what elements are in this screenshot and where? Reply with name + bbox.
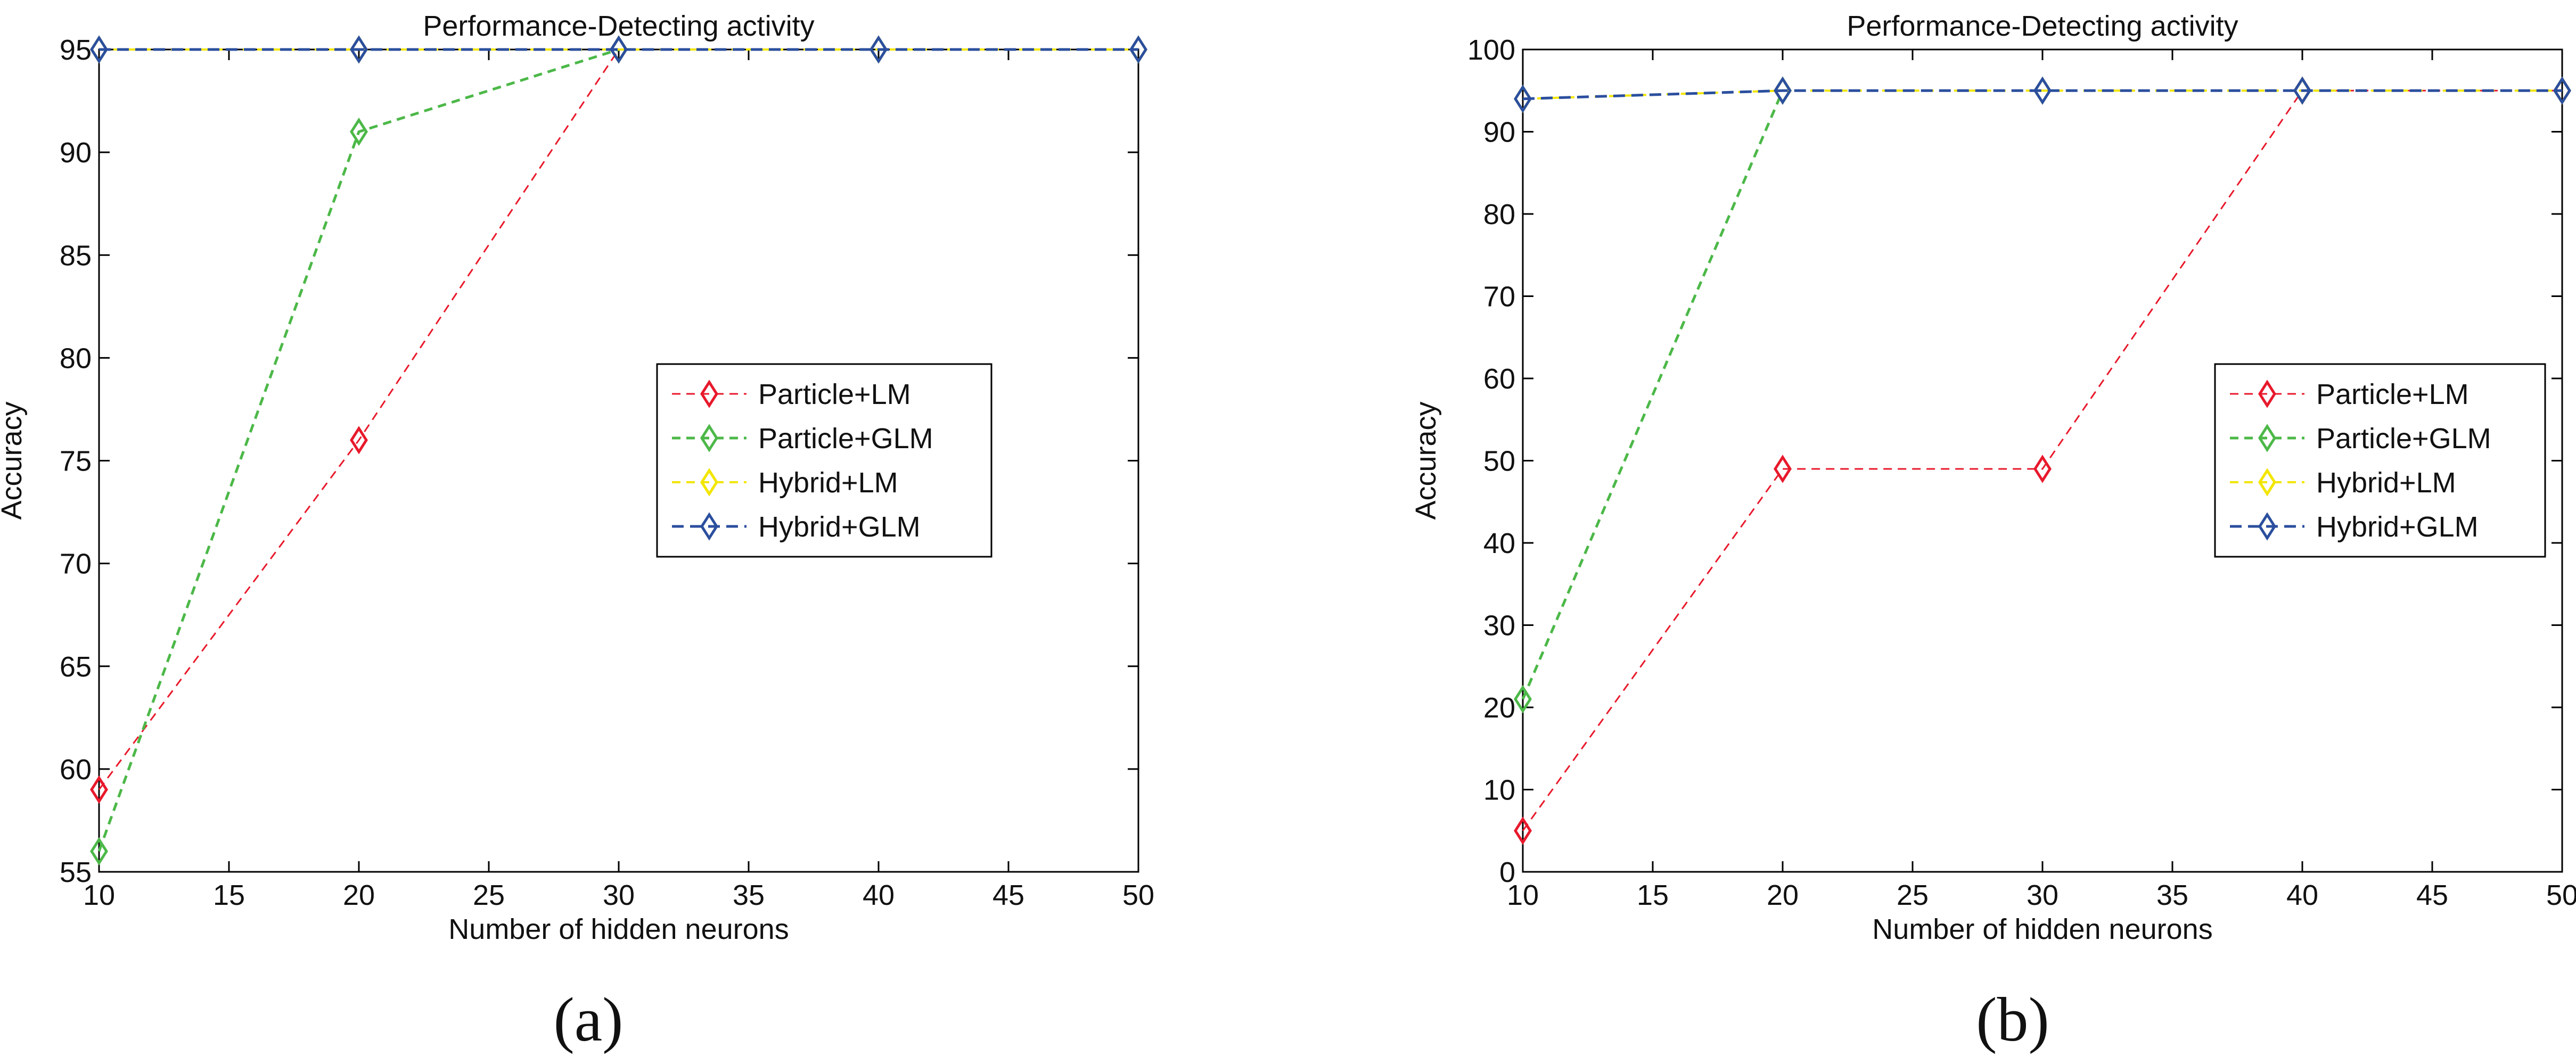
legend-label-a-hybrid-glm: Hybrid+GLM <box>758 511 921 543</box>
legend-label-b-hybrid-glm: Hybrid+GLM <box>2316 511 2479 543</box>
legend-marker-b-hybrid-glm <box>2258 512 2276 541</box>
x-tick-label-a-40: 40 <box>863 879 895 911</box>
x-tick-label-b-30: 30 <box>2027 879 2058 911</box>
y-tick-label-a-65: 65 <box>60 651 92 683</box>
data-point-a-particle-glm-10 <box>90 837 108 866</box>
y-tick-label-b-10: 10 <box>1483 774 1515 806</box>
chart-b: 10 15 20 25 30 35 40 45 500102030405060708090100… <box>1410 10 2576 945</box>
series-line-b-particle-glm <box>1521 90 1784 700</box>
legend-marker-a-particle-lm <box>700 380 718 408</box>
y-tick-label-a-75: 75 <box>60 446 92 477</box>
y-tick-label-b-0: 0 <box>1499 856 1515 888</box>
x-tick-label-b-50: 50 <box>2546 879 2576 911</box>
chart-title-b: Performance-Detecting activity <box>1847 10 2238 42</box>
x-tick-label-b-45: 45 <box>2416 879 2448 911</box>
y-tick-label-b-100: 100 <box>1467 34 1515 66</box>
y-axis-title-a: Accuracy <box>0 401 28 519</box>
y-tick-label-a-55: 55 <box>60 856 92 888</box>
legend-marker-b-hybrid-lm <box>2258 468 2276 497</box>
data-point-b-particle-lm-20 <box>1774 455 1792 483</box>
legend-marker-a-hybrid-glm <box>700 512 718 541</box>
y-tick-label-b-80: 80 <box>1483 199 1515 230</box>
data-point-a-particle-lm-10 <box>90 775 108 804</box>
data-point-b-hybrid-glm-50 <box>2553 76 2571 105</box>
chart-a: 10 15 20 25 30 35 40 45 50556065707580859095Perf… <box>0 10 1154 945</box>
x-tick-label-b-15: 15 <box>1637 879 1669 911</box>
legend-label-a-particle-lm: Particle+LM <box>758 378 911 410</box>
data-point-a-hybrid-glm-30 <box>610 35 628 64</box>
panel-label-a: (a) <box>554 985 624 1054</box>
y-tick-label-a-70: 70 <box>60 548 92 580</box>
data-point-a-particle-lm-20 <box>350 426 368 455</box>
y-tick-label-b-60: 60 <box>1483 363 1515 395</box>
legend-marker-a-particle-glm <box>700 424 718 452</box>
series-line-a-particle-glm <box>97 48 619 852</box>
x-tick-label-b-10: 10 <box>1507 879 1539 911</box>
x-tick-label-b-40: 40 <box>2286 879 2318 911</box>
legend-box-a <box>656 363 992 558</box>
legend-label-b-particle-glm: Particle+GLM <box>2316 423 2491 455</box>
data-point-b-hybrid-glm-10 <box>1514 85 1532 113</box>
data-point-a-hybrid-glm-20 <box>350 35 368 64</box>
x-tick-label-b-20: 20 <box>1767 879 1799 911</box>
data-point-b-hybrid-glm-40 <box>2293 76 2311 105</box>
legend-label-a-hybrid-lm: Hybrid+LM <box>758 467 898 499</box>
y-tick-label-b-70: 70 <box>1483 281 1515 313</box>
y-tick-label-a-80: 80 <box>60 342 92 374</box>
legend-label-b-hybrid-lm: Hybrid+LM <box>2316 467 2456 499</box>
x-tick-label-b-35: 35 <box>2156 879 2188 911</box>
data-point-a-hybrid-glm-50 <box>1129 35 1147 64</box>
x-tick-label-a-10: 10 <box>83 879 115 911</box>
legend-label-a-particle-glm: Particle+GLM <box>758 423 933 455</box>
y-tick-label-b-40: 40 <box>1483 527 1515 559</box>
y-tick-label-b-50: 50 <box>1483 446 1515 477</box>
y-axis-title-b: Accuracy <box>1410 401 1442 519</box>
data-point-a-hybrid-glm-10 <box>90 35 108 64</box>
y-tick-label-b-90: 90 <box>1483 117 1515 148</box>
y-tick-label-a-85: 85 <box>60 240 92 271</box>
legend-marker-b-particle-lm <box>2258 380 2276 408</box>
x-tick-label-a-30: 30 <box>603 879 635 911</box>
x-tick-label-b-25: 25 <box>1897 879 1929 911</box>
data-point-a-hybrid-glm-40 <box>869 35 888 64</box>
series-line-a-particle-lm <box>98 49 620 790</box>
x-axis-title-b: Number of hidden neurons <box>1872 913 2212 945</box>
legend-label-b-particle-lm: Particle+LM <box>2316 378 2469 410</box>
x-tick-label-a-45: 45 <box>992 879 1024 911</box>
data-point-b-particle-lm-30 <box>2033 455 2052 483</box>
series-line-b-hybrid-glm <box>1522 89 2562 101</box>
x-tick-label-a-50: 50 <box>1122 879 1154 911</box>
data-point-b-hybrid-glm-20 <box>1774 76 1792 105</box>
y-tick-label-a-95: 95 <box>60 34 92 66</box>
y-tick-label-a-60: 60 <box>60 754 92 786</box>
data-point-b-particle-lm-10 <box>1514 816 1532 845</box>
legend-marker-b-particle-glm <box>2258 424 2276 452</box>
data-point-b-hybrid-glm-30 <box>2033 76 2052 105</box>
x-tick-label-a-35: 35 <box>733 879 765 911</box>
y-tick-label-a-90: 90 <box>60 137 92 169</box>
data-point-b-particle-glm-10 <box>1514 684 1532 714</box>
y-tick-label-b-20: 20 <box>1483 692 1515 724</box>
x-tick-label-a-15: 15 <box>213 879 245 911</box>
x-tick-label-a-25: 25 <box>473 879 505 911</box>
x-tick-label-a-20: 20 <box>343 879 375 911</box>
legend-marker-a-hybrid-lm <box>700 468 718 497</box>
legend-box-b <box>2214 363 2546 558</box>
x-axis-title-a: Number of hidden neurons <box>448 913 789 945</box>
panel-label-b: (b) <box>1976 985 2049 1054</box>
data-point-a-particle-glm-20 <box>350 117 368 146</box>
y-tick-label-b-30: 30 <box>1483 610 1515 642</box>
